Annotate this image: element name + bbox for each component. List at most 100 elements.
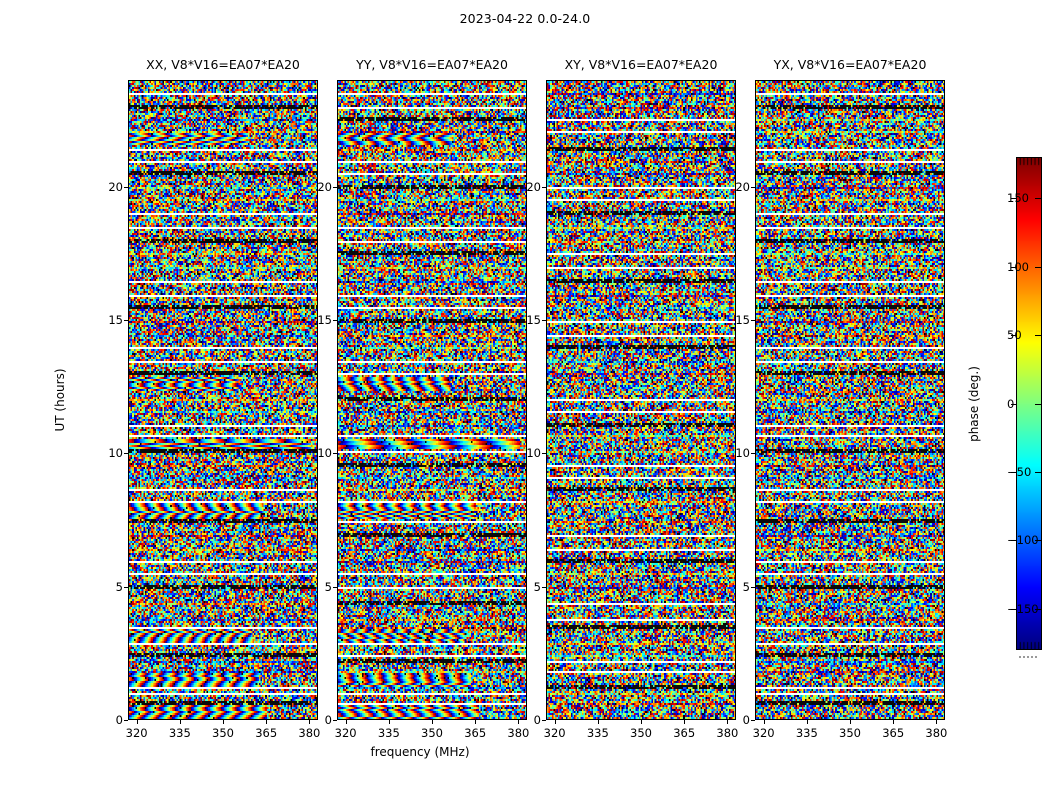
x-tick-label: 335 [377,726,400,740]
heatmap-panel-yx[interactable]: YX, V8*V16=EA07*EA20 0 5 10 15 20 320 335 350 365… [735,57,947,740]
y-tick-mark [751,586,755,588]
x-tick-mark [475,720,477,724]
x-tick-label: 335 [795,726,818,740]
y-tick-label: 5 [115,579,123,594]
x-tick-mark [936,720,938,724]
y-tick-mark [124,720,128,721]
x-tick-mark [432,720,433,724]
x-tick-mark [136,720,138,724]
x-tick-mark [641,720,642,724]
phase-waterfall-image-yy [338,81,526,719]
heatmap-panel-xx[interactable]: XX, V8*V16=EA07*EA20 0 5 10 15 20 320 335 350 365… [108,57,320,740]
x-tick-mark [179,720,181,724]
y-tick-label: 5 [324,579,332,594]
y-tick-label: 0 [742,713,750,727]
y-tick-mark [751,186,755,188]
panel-axes-yy [337,80,527,720]
x-tick-mark [518,720,520,724]
y-tick-mark [333,453,337,455]
x-tick-label: 350 [630,726,652,740]
y-tick-mark [333,720,337,721]
panel-title-xx: XX, V8*V16=EA07*EA20 [146,57,300,72]
x-tick-mark [684,720,686,724]
y-tick-label: 20 [317,179,332,194]
y-tick-label: 5 [742,579,750,594]
colorbar-tick-mark-inner [1035,266,1041,268]
colorbar-tick-mark-inner [1035,471,1041,473]
colorbar-tick-mark [1011,608,1016,610]
colorbar-tick-mark [1011,540,1016,542]
y-tick-mark [333,320,337,321]
colorbar-tick-mark-inner [1035,198,1041,200]
x-tick-mark [850,720,851,724]
y-tick-label: 15 [317,313,332,327]
phase-waterfall-image-xx [129,81,317,719]
colorbar-tick-mark [1011,335,1016,337]
x-tick-label: 380 [925,726,948,740]
x-tick-mark [893,720,895,724]
colorbar-tick-mark-inner [1035,335,1041,337]
x-tick-label: 320 [125,726,148,740]
x-axis-label: frequency (MHz) [370,745,470,759]
y-tick-mark [542,586,546,588]
x-tick-label: 380 [716,726,739,740]
y-tick-mark [124,453,128,455]
x-tick-mark [223,720,224,724]
x-tick-mark [597,720,599,724]
x-tick-mark [266,720,268,724]
y-tick-label: 15 [108,313,123,327]
colorbar-tick-mark [1011,266,1016,268]
y-tick-mark [751,720,755,721]
y-tick-label: 5 [533,579,541,594]
x-tick-label: 365 [882,726,905,740]
panel-title-yy: YY, V8*V16=EA07*EA20 [356,57,508,72]
x-tick-mark [345,720,347,724]
y-tick-mark [542,320,546,321]
heatmap-panel-yy[interactable]: YY, V8*V16=EA07*EA20 0 5 10 15 20 320 335 350 365… [317,57,529,740]
y-tick-label: 15 [735,313,750,327]
x-tick-label: 350 [839,726,861,740]
y-tick-mark [751,453,755,455]
y-tick-label: 10 [526,446,541,461]
y-tick-mark [124,586,128,588]
x-tick-mark [763,720,765,724]
x-tick-label: 320 [543,726,566,740]
x-tick-mark [388,720,390,724]
y-tick-label: 0 [324,713,332,727]
colorbar-tick-mark-inner [1035,403,1041,405]
y-tick-label: 0 [533,713,541,727]
x-tick-label: 380 [507,726,530,740]
phase-waterfall-image-yx [756,81,944,719]
colorbar-tick-mark [1011,198,1016,200]
panel-title-yx: YX, V8*V16=EA07*EA20 [773,57,927,72]
heatmap-panel-xy[interactable]: XY, V8*V16=EA07*EA20 0 5 10 15 20 320 335 350 365… [526,57,738,740]
panel-title-xy: XY, V8*V16=EA07*EA20 [564,57,718,72]
y-tick-mark [751,320,755,321]
y-tick-mark [542,720,546,721]
x-tick-label: 380 [298,726,321,740]
y-tick-label: 15 [526,313,541,327]
x-tick-mark [727,720,729,724]
x-tick-label: 350 [421,726,443,740]
y-tick-mark [124,320,128,321]
panel-axes-yx [755,80,945,720]
x-tick-mark [309,720,311,724]
y-tick-label: 10 [735,446,750,461]
y-tick-mark [333,586,337,588]
x-tick-label: 320 [752,726,775,740]
x-tick-mark [806,720,808,724]
colorbar-tick-mark [1011,471,1016,473]
x-tick-label: 350 [212,726,234,740]
y-tick-label: 20 [526,179,541,194]
panel-axes-xx [128,80,318,720]
x-tick-mark [554,720,556,724]
colorbar-tick-mark-inner [1035,608,1041,610]
colorbar-tick-mark-inner [1035,540,1041,542]
y-tick-label: 20 [108,179,123,194]
y-tick-mark [124,186,128,188]
phase-waterfall-image-xy [547,81,735,719]
y-tick-label: 10 [108,446,123,461]
y-tick-label: 0 [115,713,123,727]
x-tick-label: 335 [586,726,609,740]
x-tick-label: 365 [255,726,278,740]
